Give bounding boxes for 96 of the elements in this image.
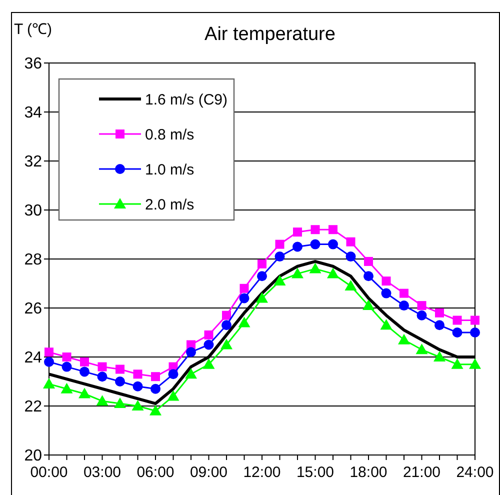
point <box>114 398 126 408</box>
point <box>274 275 286 286</box>
point <box>132 381 143 392</box>
point <box>167 390 180 401</box>
point <box>309 262 322 274</box>
point <box>80 366 90 377</box>
point <box>151 372 160 382</box>
y-tick-label: 36 <box>24 56 42 73</box>
legend-label: 2.0 m/s <box>145 196 194 214</box>
point <box>399 300 409 311</box>
x-tick-label: 24:00 <box>456 464 494 481</box>
y-tick-label: 22 <box>24 398 42 416</box>
point <box>222 310 231 320</box>
point <box>256 292 268 303</box>
y-axis-title: T (℃) <box>14 21 52 38</box>
point <box>452 328 462 338</box>
point <box>240 284 249 293</box>
point <box>362 300 374 310</box>
point <box>96 395 108 406</box>
y-tick-label: 26 <box>24 300 42 318</box>
point <box>185 368 197 379</box>
point <box>60 382 73 394</box>
point <box>292 268 304 278</box>
point <box>346 252 356 262</box>
point <box>116 364 124 374</box>
point <box>275 240 284 249</box>
x-tick-label: 00:00 <box>30 464 68 481</box>
point <box>310 225 320 234</box>
point <box>327 268 339 278</box>
point <box>204 340 214 350</box>
x-tick-label: 06:00 <box>136 464 174 481</box>
point <box>434 320 444 330</box>
point <box>400 288 408 298</box>
y-tick-label: 24 <box>24 350 42 367</box>
point <box>382 276 391 286</box>
point <box>62 362 72 372</box>
point <box>293 228 302 237</box>
point <box>416 344 428 354</box>
point <box>132 400 144 410</box>
point <box>258 259 266 268</box>
point <box>97 372 108 382</box>
point <box>238 316 250 328</box>
legend-label: 1.0 m/s <box>145 161 194 178</box>
point <box>168 369 178 380</box>
point <box>204 330 214 340</box>
legend-label: 0.8 m/s <box>145 126 194 144</box>
y-tick-label: 34 <box>24 104 42 122</box>
point <box>62 352 72 362</box>
point <box>115 376 125 386</box>
point <box>344 280 357 290</box>
point <box>434 351 446 362</box>
point <box>274 252 285 262</box>
x-tick-label: 18:00 <box>350 464 388 481</box>
y-tick-label: 20 <box>24 448 42 465</box>
point <box>470 328 480 338</box>
point <box>80 357 89 366</box>
point <box>381 288 392 298</box>
point <box>43 378 55 388</box>
point <box>435 308 444 318</box>
point <box>469 358 481 369</box>
point <box>239 293 250 304</box>
point <box>133 370 142 379</box>
y-tick-label: 28 <box>24 252 42 269</box>
point <box>470 316 480 325</box>
point <box>222 320 232 330</box>
point <box>398 334 410 344</box>
point <box>328 225 338 234</box>
chart-title: Air temperature <box>204 24 336 45</box>
x-tick-label: 12:00 <box>243 464 281 481</box>
point <box>364 256 373 266</box>
point <box>98 362 107 372</box>
x-tick-label: 21:00 <box>402 464 441 481</box>
point <box>417 301 426 310</box>
point <box>150 404 162 416</box>
x-tick-label: 03:00 <box>83 464 122 481</box>
point <box>292 242 302 252</box>
point <box>364 271 374 282</box>
point <box>78 388 90 398</box>
point <box>451 358 464 369</box>
x-tick-label: 09:00 <box>190 464 228 481</box>
point <box>452 316 462 325</box>
point <box>346 237 356 246</box>
y-tick-label: 30 <box>24 202 42 220</box>
point <box>44 356 54 367</box>
point <box>150 384 160 394</box>
y-tick-label: 32 <box>24 154 42 171</box>
point <box>328 239 338 250</box>
point <box>186 347 196 358</box>
legend-label: 1.6 m/s (C9) <box>145 91 228 108</box>
point <box>380 319 392 330</box>
x-tick-label: 15:00 <box>296 464 334 481</box>
point <box>202 358 215 369</box>
point <box>257 271 267 282</box>
point <box>310 239 320 250</box>
point <box>416 310 427 320</box>
point <box>220 338 232 350</box>
